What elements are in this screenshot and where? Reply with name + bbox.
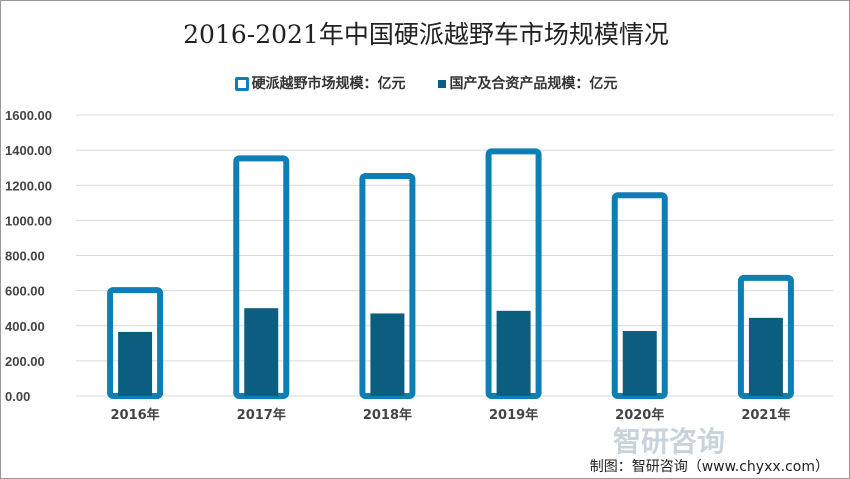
y-tick-label: 200.00 [5, 354, 45, 369]
watermark: 智研咨询 [613, 425, 726, 458]
y-tick-label: 1600.00 [5, 108, 52, 123]
y-tick-label: 0.00 [5, 389, 30, 404]
y-tick-label: 1400.00 [5, 143, 52, 158]
legend-swatch [438, 80, 447, 88]
y-tick-label: 800.00 [5, 249, 45, 264]
source-note: 制图：智研咨询（www.chyxx.com） [589, 459, 829, 475]
legend-swatch [234, 77, 249, 91]
x-tick-label: 2021年 [741, 407, 790, 423]
x-tick-label: 2018年 [363, 407, 412, 423]
y-tick-label: 600.00 [5, 284, 45, 299]
x-tick-label: 2020年 [615, 407, 664, 423]
bar-domestic-size [496, 310, 531, 396]
x-tick-label: 2017年 [237, 407, 286, 423]
legend-label: 国产及合资产品规模：亿元 [449, 76, 618, 92]
x-tick-label: 2016年 [110, 407, 159, 423]
bar-domestic-size [244, 308, 279, 396]
legend-item-market: 硬派越野市场规模：亿元 [234, 73, 406, 93]
x-tick-label: 2019年 [489, 407, 538, 423]
y-tick-label: 400.00 [5, 319, 45, 334]
y-tick-label: 1200.00 [5, 178, 52, 193]
bar-domestic-size [370, 313, 405, 396]
legend: 硬派越野市场规模：亿元 国产及合资产品规模：亿元 [1, 73, 849, 93]
bar-domestic-size [748, 317, 783, 396]
chart-title: 2016-2021年中国硬派越野车市场规模情况 [183, 20, 669, 49]
bar-domestic-size [622, 331, 657, 396]
legend-label: 硬派越野市场规模：亿元 [251, 76, 406, 92]
y-tick-label: 1000.00 [5, 213, 52, 228]
legend-item-domestic: 国产及合资产品规模：亿元 [438, 73, 617, 93]
bar-domestic-size [118, 331, 153, 396]
